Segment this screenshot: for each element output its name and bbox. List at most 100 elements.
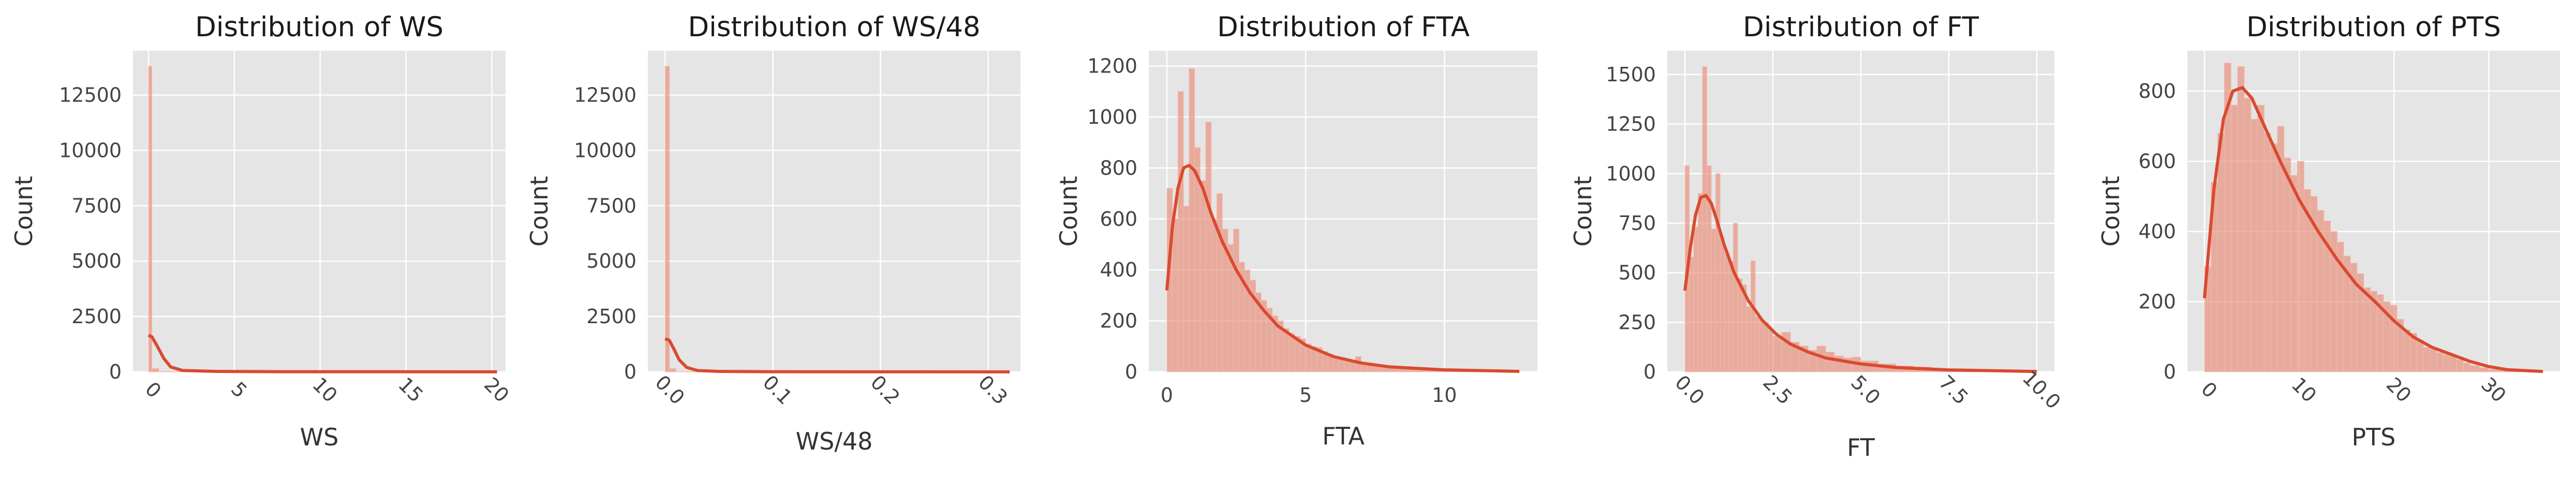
y-tick-label: 1000 <box>1087 106 1137 128</box>
x-tick-label: 0.2 <box>866 371 905 409</box>
histogram-bar <box>1733 223 1738 372</box>
x-axis-label: FTA <box>1322 422 1365 450</box>
x-ticks: 0 5 10 <box>1161 384 1457 407</box>
histogram-bar <box>2449 356 2457 372</box>
y-ticks: 0 200 400 600 800 <box>2138 80 2176 383</box>
kde-curve <box>1165 164 1520 373</box>
x-tick-label: 5 <box>1299 384 1312 407</box>
kde-curve <box>147 334 497 373</box>
histogram-bar <box>148 66 152 372</box>
histogram-bar <box>2416 340 2424 372</box>
histogram-bar <box>2430 349 2437 372</box>
x-tick-label: 0.0 <box>651 371 689 409</box>
x-axis-label: PTS <box>2351 423 2395 451</box>
x-tick-label: 10 <box>2287 373 2321 407</box>
histogram-bar <box>2363 287 2371 372</box>
x-tick-label: 10 <box>308 373 342 407</box>
chart-title: Distribution of WS <box>195 11 443 43</box>
y-tick-label: 12500 <box>59 84 122 107</box>
chart-title: Distribution of FT <box>1743 11 1979 43</box>
x-tick-label: 0.1 <box>759 371 797 409</box>
plot-area <box>648 51 1020 372</box>
y-tick-label: 10000 <box>59 139 122 162</box>
histogram-bar <box>1205 122 1212 372</box>
histogram-bar <box>2436 352 2444 372</box>
kde-curve <box>664 337 1010 373</box>
x-ticks: 0 10 20 30 <box>2197 373 2510 407</box>
histogram-bar <box>1715 173 1721 372</box>
y-tick-label: 2500 <box>586 305 636 328</box>
x-ticks: 0 5 10 15 20 <box>141 373 513 407</box>
y-ticks: 0 2500 5000 7500 10000 12500 <box>59 84 122 383</box>
histogram-bar <box>1183 206 1190 372</box>
y-tick-label: 1500 <box>1606 63 1656 86</box>
x-tick-label: 15 <box>394 373 427 407</box>
histogram-bar <box>2390 305 2397 372</box>
x-tick-label: 2.5 <box>1758 371 1797 409</box>
histogram-bar <box>1751 261 1756 372</box>
chart-title: Distribution of WS/48 <box>688 11 980 43</box>
y-tick-label: 0 <box>1125 360 1137 383</box>
histogram-bar <box>1216 193 1223 372</box>
histogram-bar <box>1755 316 1760 372</box>
y-axis-label: Count <box>2097 176 2125 247</box>
y-axis-label: Count <box>525 176 553 247</box>
x-tick-label: 0 <box>141 378 166 402</box>
gridlines <box>1667 51 2054 373</box>
histogram-bar <box>1768 328 1773 372</box>
x-tick-label: 0 <box>2197 378 2222 402</box>
x-tick-label: 0.0 <box>1670 371 1709 409</box>
histogram-bar <box>1720 237 1725 372</box>
histogram-bar <box>2479 367 2490 372</box>
x-tick-label: 5.0 <box>1846 371 1885 409</box>
x-axis-label: FT <box>1847 433 1875 461</box>
histogram-bar <box>1211 219 1217 372</box>
histogram-bar <box>2456 359 2464 372</box>
histogram-bar <box>1233 228 1239 372</box>
histogram-bar <box>2263 133 2271 372</box>
y-tick-label: 800 <box>1100 156 1137 179</box>
histogram-bar <box>2237 66 2245 372</box>
histogram-bar <box>1737 278 1742 372</box>
y-tick-label: 7500 <box>71 194 122 217</box>
histogram-bar <box>2403 329 2411 372</box>
histogram-bar <box>1283 328 1290 372</box>
x-tick-label: 20 <box>2382 373 2416 407</box>
subplot-ws48: 0.0 0.1 0.2 0.3 0 2500 5000 7500 10000 12500 Dis… <box>525 11 1020 455</box>
histogram-bar <box>2463 363 2470 372</box>
histogram-bar <box>2290 175 2298 372</box>
kde-curve <box>2203 86 2543 373</box>
x-axis-label: WS <box>300 423 339 451</box>
y-tick-label: 400 <box>2138 220 2176 243</box>
histogram-bar <box>1689 256 1694 372</box>
x-tick-label: 10.0 <box>2018 366 2065 413</box>
chart-title: Distribution of FTA <box>1217 11 1470 43</box>
y-tick-label: 400 <box>1100 258 1137 281</box>
y-ticks: 0 200 400 600 800 1000 1200 <box>1087 55 1137 383</box>
y-tick-label: 5000 <box>586 250 636 272</box>
histogram-bars <box>2204 63 2543 372</box>
histogram-bar <box>1772 336 1782 372</box>
histogram-bar <box>2270 143 2278 372</box>
histogram-bar <box>1702 66 1707 372</box>
histogram-bar <box>1759 320 1765 372</box>
subplot-fta: 0 5 10 0 200 400 600 800 1000 1200 Distribution … <box>1055 11 1537 450</box>
y-tick-label: 12500 <box>574 84 636 107</box>
subplot-pts: 0 10 20 30 0 200 400 600 800 Distribution of PT… <box>2097 11 2560 451</box>
histogram-bar <box>2244 97 2252 372</box>
y-tick-label: 500 <box>1618 262 1656 284</box>
histogram-bar <box>2284 157 2291 372</box>
x-ticks: 0.0 0.1 0.2 0.3 <box>651 371 1012 409</box>
y-tick-label: 5000 <box>71 250 122 272</box>
y-tick-label: 0 <box>109 360 122 383</box>
subplot-ws: 0 5 10 15 20 0 2500 5000 7500 10000 12500 Distrib… <box>10 11 513 451</box>
histogram-bar <box>664 66 670 372</box>
y-tick-label: 1250 <box>1606 113 1656 136</box>
y-ticks: 0 250 500 750 1000 1250 1500 <box>1606 63 1656 383</box>
y-tick-label: 2500 <box>71 305 122 328</box>
histogram-bar <box>669 368 676 372</box>
x-tick-label: 0 <box>1161 384 1173 407</box>
subplot-ft: 0.0 2.5 5.0 7.5 10.0 0250500750100012501500 … <box>1569 11 2065 461</box>
y-tick-label: 0 <box>2164 360 2176 383</box>
histogram-bar <box>1728 261 1734 372</box>
